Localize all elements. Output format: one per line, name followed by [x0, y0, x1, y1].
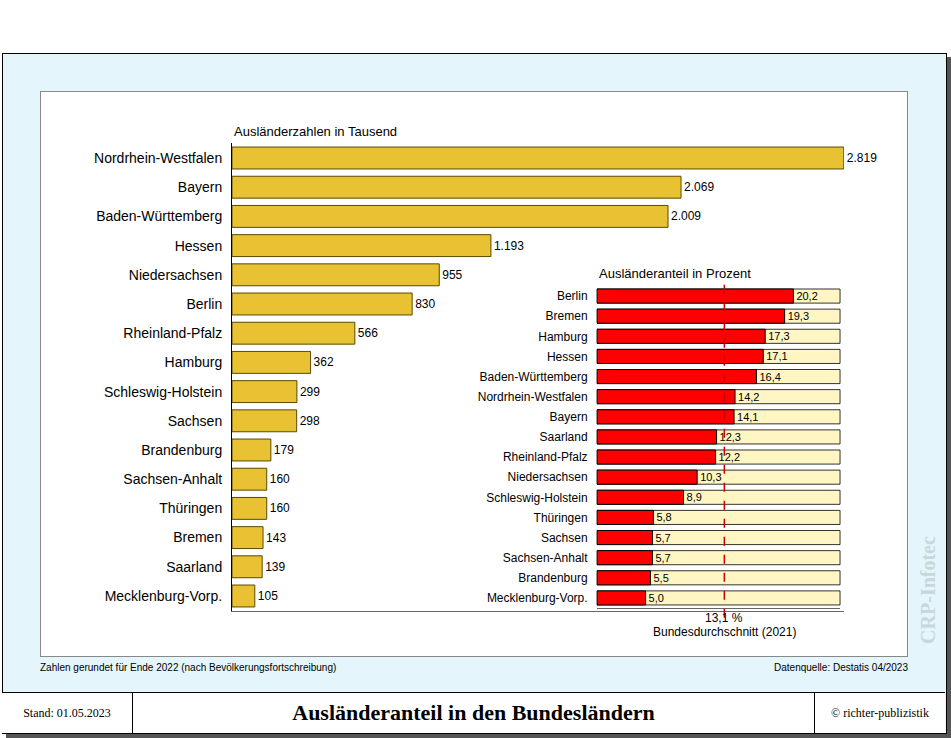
- svg-text:298: 298: [300, 414, 320, 428]
- svg-text:Sachsen-Anhalt: Sachsen-Anhalt: [123, 471, 222, 487]
- svg-text:Berlin: Berlin: [186, 296, 222, 312]
- svg-text:Schleswig-Holstein: Schleswig-Holstein: [104, 384, 222, 400]
- svg-text:Sachsen-Anhalt: Sachsen-Anhalt: [503, 551, 588, 565]
- html-text:Zahlen gerundet für Ende 2022: Zahlen gerundet für Ende 2022 (nach Bevö…: [40, 662, 337, 673]
- svg-text:Hessen: Hessen: [547, 350, 588, 364]
- svg-text:Bayern: Bayern: [550, 410, 588, 424]
- svg-text:17,1: 17,1: [766, 350, 787, 362]
- html-text:Stand: 01.05.2023: Stand: 01.05.2023: [23, 705, 111, 720]
- svg-text:8,9: 8,9: [687, 491, 702, 503]
- svg-text:Nordrhein-Westfalen: Nordrhein-Westfalen: [94, 150, 222, 166]
- svg-text:160: 160: [270, 501, 290, 515]
- svg-text:160: 160: [270, 472, 290, 486]
- svg-text:Ausländeranteil in Prozent: Ausländeranteil in Prozent: [599, 266, 751, 281]
- html-text:CRP-Infotec: CRP-Infotec: [916, 536, 939, 644]
- svg-text:139: 139: [265, 560, 285, 574]
- svg-text:2.819: 2.819: [847, 151, 877, 165]
- svg-text:5,8: 5,8: [656, 511, 671, 523]
- svg-text:Thüringen: Thüringen: [534, 511, 588, 525]
- svg-text:5,7: 5,7: [655, 532, 670, 544]
- svg-text:2.009: 2.009: [671, 209, 701, 223]
- html-text:Ausländeranteil in den Bundesl: Ausländeranteil in den Bundesländern: [292, 700, 655, 725]
- html-text:© richter-publizistik: © richter-publizistik: [831, 705, 929, 720]
- svg-text:Bayern: Bayern: [178, 179, 222, 195]
- svg-text:Brandenburg: Brandenburg: [518, 571, 587, 585]
- svg-text:955: 955: [442, 268, 462, 282]
- svg-text:105: 105: [258, 589, 278, 603]
- svg-text:17,3: 17,3: [768, 330, 789, 342]
- html-text:Datenquelle: Destatis 04/2023: Datenquelle: Destatis 04/2023: [774, 662, 908, 673]
- svg-text:830: 830: [415, 297, 435, 311]
- svg-text:12,3: 12,3: [720, 431, 741, 443]
- svg-text:Niedersachsen: Niedersachsen: [508, 470, 588, 484]
- svg-text:Saarland: Saarland: [540, 430, 588, 444]
- svg-text:Schleswig-Holstein: Schleswig-Holstein: [486, 490, 587, 504]
- svg-text:Bremen: Bremen: [173, 529, 222, 545]
- svg-text:Mecklenburg-Vorp.: Mecklenburg-Vorp.: [105, 588, 223, 604]
- svg-text:Saarland: Saarland: [166, 559, 222, 575]
- svg-text:Hamburg: Hamburg: [538, 329, 587, 343]
- svg-text:Berlin: Berlin: [557, 289, 588, 303]
- svg-text:362: 362: [314, 355, 334, 369]
- svg-text:Bremen: Bremen: [546, 309, 588, 323]
- svg-text:Nordrhein-Westfalen: Nordrhein-Westfalen: [478, 390, 588, 404]
- svg-text:Baden-Württemberg: Baden-Württemberg: [96, 208, 222, 224]
- svg-text:14,1: 14,1: [737, 411, 758, 423]
- svg-text:5,7: 5,7: [655, 552, 670, 564]
- svg-text:Baden-Württemberg: Baden-Württemberg: [480, 370, 588, 384]
- svg-text:10,3: 10,3: [700, 471, 721, 483]
- svg-text:Sachsen: Sachsen: [168, 413, 222, 429]
- svg-text:13,1 %: 13,1 %: [705, 611, 743, 625]
- svg-text:Brandenburg: Brandenburg: [141, 442, 222, 458]
- svg-text:566: 566: [358, 326, 378, 340]
- svg-text:5,0: 5,0: [649, 592, 664, 604]
- svg-text:Mecklenburg-Vorp.: Mecklenburg-Vorp.: [487, 591, 588, 605]
- svg-text:299: 299: [300, 385, 320, 399]
- svg-text:1.193: 1.193: [494, 239, 524, 253]
- svg-text:179: 179: [274, 443, 294, 457]
- svg-text:2.069: 2.069: [684, 180, 714, 194]
- svg-text:Rheinland-Pfalz: Rheinland-Pfalz: [123, 325, 222, 341]
- svg-text:19,3: 19,3: [788, 310, 809, 322]
- svg-text:Rheinland-Pfalz: Rheinland-Pfalz: [503, 450, 588, 464]
- svg-text:Thüringen: Thüringen: [159, 500, 222, 516]
- svg-text:16,4: 16,4: [759, 371, 780, 383]
- svg-text:Hamburg: Hamburg: [165, 354, 223, 370]
- svg-text:Sachsen: Sachsen: [541, 531, 588, 545]
- svg-text:Bundesdurchschnitt (2021): Bundesdurchschnitt (2021): [653, 625, 796, 639]
- svg-text:143: 143: [266, 531, 286, 545]
- svg-text:Hessen: Hessen: [175, 238, 222, 254]
- svg-text:Ausländerzahlen in Tausend: Ausländerzahlen in Tausend: [234, 124, 397, 139]
- svg-text:12,2: 12,2: [719, 451, 740, 463]
- svg-text:20,2: 20,2: [796, 290, 817, 302]
- svg-text:Niedersachsen: Niedersachsen: [129, 267, 222, 283]
- svg-text:14,2: 14,2: [738, 391, 759, 403]
- svg-text:5,5: 5,5: [653, 572, 668, 584]
